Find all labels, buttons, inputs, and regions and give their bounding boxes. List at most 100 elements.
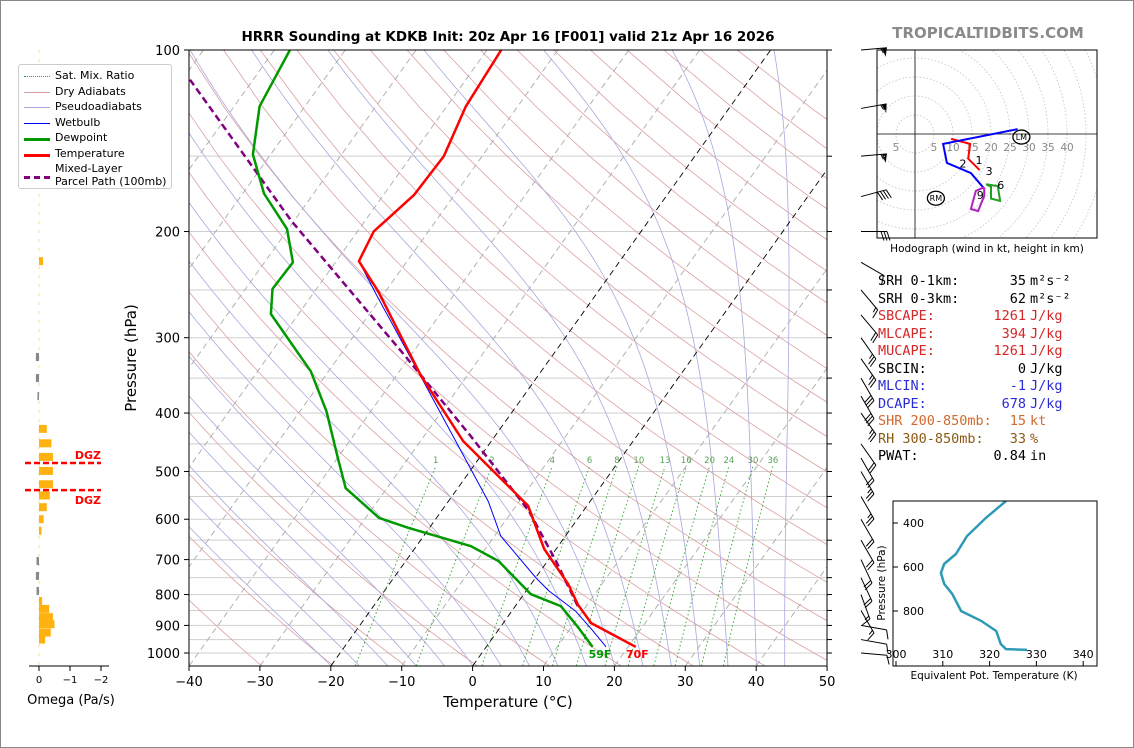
omega-bar — [36, 586, 39, 595]
theta-e-y-label: Pressure (hPa) — [876, 545, 888, 620]
legend-item: Mixed-Layer Parcel Path (100mb) — [19, 162, 169, 188]
legend-item: Pseudoadiabats — [19, 100, 169, 114]
dry-adiabat — [369, 50, 827, 438]
parameter-value: 0 — [1017, 360, 1026, 377]
mixing-ratio-label: 2 — [489, 456, 494, 466]
parameter-value: 33 — [1009, 430, 1026, 447]
storm-motion-marker — [1012, 129, 1031, 145]
parameter-value: 62 — [1009, 290, 1026, 307]
hodograph-ring-label: 5 — [893, 142, 900, 154]
x-tick-label: 40 — [748, 675, 765, 690]
dry-adiabat — [443, 50, 827, 369]
skewt-legend: Sat. Mix. Ratio Dry Adiabats Pseudoadiabat… — [18, 64, 172, 189]
parameter-label: MLCAPE: — [878, 325, 935, 342]
legend-label: Dry Adiabats — [55, 84, 126, 98]
surface-dewpoint-label: 59F — [589, 648, 612, 661]
omega-bar — [35, 571, 39, 580]
legend-swatch — [24, 122, 50, 124]
isotherm — [189, 50, 488, 469]
y-tick-label: 100 — [155, 44, 180, 59]
parameter-label: SBCAPE: — [878, 308, 935, 324]
y-tick-label: 200 — [155, 226, 180, 241]
barb-half-feather — [880, 154, 884, 160]
parameter-row: MUCAPE: 1261 J/kg — [878, 343, 1098, 361]
wind-barb — [860, 639, 889, 654]
barb-feather — [886, 629, 889, 640]
omega-tick-label: 0 — [36, 675, 42, 686]
barb-feather — [867, 518, 875, 527]
barb-staff — [860, 153, 887, 157]
theta-e-x-tick-label: 330 — [1026, 648, 1047, 661]
dry-adiabat — [189, 171, 766, 666]
hodograph-height-label: 6 — [997, 179, 1004, 192]
barb-staff — [860, 358, 877, 381]
wetbulb-line — [358, 50, 607, 648]
isotherm-highlight — [472, 168, 827, 666]
parameter-value: 0.84 — [993, 448, 1026, 464]
mixing-ratio-label: 36 — [767, 456, 778, 466]
barb-feather — [872, 309, 879, 319]
parameter-row: SRH 0-1km: 35 m²s⁻² — [878, 273, 1098, 291]
x-tick-label: −10 — [388, 675, 415, 690]
parameter-row: SBCIN: 0 J/kg — [878, 361, 1098, 379]
barb-staff — [860, 518, 875, 542]
barb-feather — [872, 334, 879, 344]
theta-e-y-tick-label: 800 — [903, 605, 924, 618]
omega-bar — [39, 439, 52, 448]
omega-bar — [39, 480, 53, 489]
mixing-ratio-line — [701, 466, 754, 666]
isotherm — [189, 50, 417, 369]
legend-label: Sat. Mix. Ratio — [55, 69, 135, 82]
mixing-ratio-label: 4 — [550, 456, 555, 466]
dry-adiabat — [189, 351, 550, 666]
legend-swatch — [24, 76, 50, 77]
hodograph-trace — [985, 183, 1002, 203]
barb-staff — [860, 639, 887, 645]
mixing-ratio-line — [723, 466, 774, 666]
barb-feather — [867, 493, 875, 502]
parameter-value: 35 — [1009, 273, 1026, 289]
barb-feather — [867, 400, 875, 409]
y-tick-label: 900 — [155, 619, 180, 634]
wind-barb — [860, 103, 887, 114]
omega-bar — [39, 424, 47, 433]
mixing-ratio-label: 24 — [724, 456, 735, 466]
barb-feather — [865, 491, 873, 499]
barb-feather — [864, 600, 873, 609]
skewt-plot-area: 1 2 4 6 8 10 13 16 20 24 30 36 — [189, 50, 827, 666]
omega-bar — [39, 620, 55, 629]
hodograph-height-label: 9 — [977, 189, 984, 202]
barb-feather — [863, 598, 872, 606]
barb-staff — [860, 594, 871, 620]
surface-temp-label: 70F — [626, 648, 649, 661]
dry-adiabat — [516, 50, 827, 304]
barb-feather — [882, 190, 889, 199]
hodograph-ring-label: 25 — [1003, 142, 1016, 154]
mixing-ratio-line — [522, 466, 591, 666]
barb-feather — [886, 644, 889, 654]
pseudoadiabat — [189, 496, 360, 666]
barb-staff — [860, 471, 875, 495]
omega-bar — [39, 466, 53, 475]
hodograph-ring-label: 30 — [1022, 142, 1035, 154]
barb-feather — [869, 464, 877, 474]
omega-bar — [39, 515, 44, 524]
dry-adiabat — [189, 291, 622, 666]
barb-feather — [867, 480, 875, 488]
barb-feather — [865, 477, 873, 486]
parameter-label: MLCIN: — [878, 378, 927, 394]
dry-adiabat — [223, 50, 827, 583]
barb-staff — [860, 377, 875, 401]
barb-staff — [860, 496, 875, 520]
parameter-label: SHR 200-850mb: — [878, 413, 992, 429]
barb-feather — [883, 231, 888, 241]
pseudoadiabat — [671, 50, 757, 666]
dry-adiabat — [189, 473, 406, 666]
omega-bar — [39, 526, 42, 535]
barb-feather — [869, 434, 877, 443]
barb-half-feather — [872, 307, 877, 313]
pseudoadiabat — [189, 355, 474, 666]
watermark: TROPICALTIDBITS.COM — [892, 24, 1084, 42]
